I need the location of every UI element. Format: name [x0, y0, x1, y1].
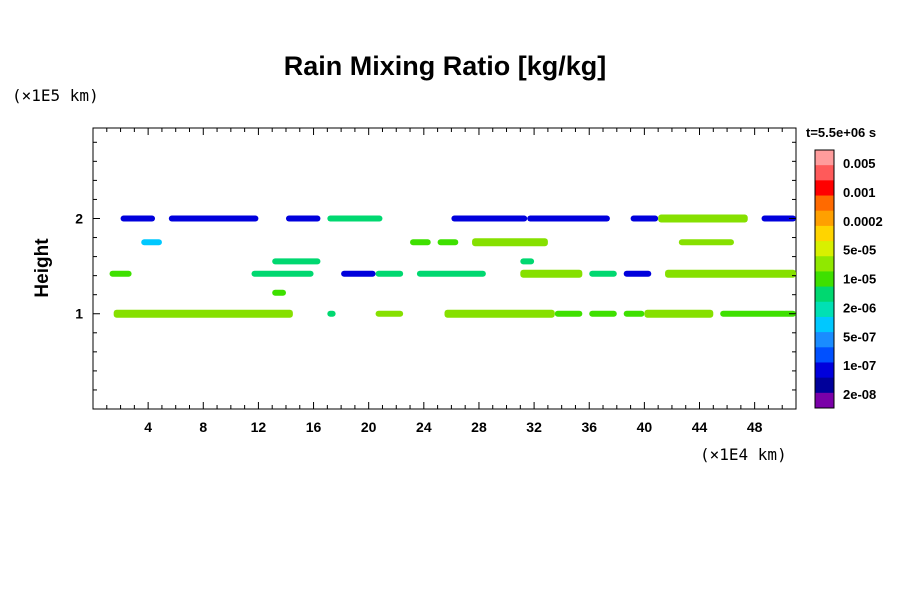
- data-band: [272, 289, 286, 296]
- x-tick-label: 24: [416, 419, 432, 435]
- data-band: [437, 239, 459, 246]
- colorbar-swatch: [815, 271, 834, 288]
- x-axis: 4 8 12 16 20 24 28 32 36 40 44 48: [106, 128, 783, 435]
- colorbar-swatch: [815, 241, 834, 257]
- data-band: [527, 215, 610, 222]
- data-band: [375, 310, 404, 317]
- x-tick-label: 12: [251, 419, 267, 435]
- data-band: [168, 215, 259, 222]
- x-tick-label: 48: [747, 419, 763, 435]
- data-band: [589, 310, 617, 317]
- colorbar-swatch: [815, 332, 834, 348]
- chart-title: Rain Mixing Ratio [kg/kg]: [284, 51, 607, 81]
- data-band: [665, 269, 796, 278]
- plot-frame: [92, 127, 797, 410]
- colorbar-label: 0.001: [843, 185, 876, 200]
- colorbar-swatch: [815, 316, 834, 333]
- x-tick-label: 20: [361, 419, 377, 435]
- colorbar-swatch: [815, 195, 834, 212]
- data-band: [678, 239, 734, 246]
- colorbar-swatch: [815, 377, 834, 394]
- data-band: [327, 310, 336, 317]
- x-tick-label: 32: [526, 419, 542, 435]
- colorbar-swatch: [815, 301, 834, 318]
- colorbar-swatch: [815, 225, 834, 242]
- colorbar-swatch: [815, 392, 834, 409]
- data-band: [520, 258, 535, 265]
- data-band: [589, 270, 617, 277]
- data-band: [109, 270, 132, 277]
- colorbar-swatch: [815, 150, 834, 166]
- colorbar-label: 2e-06: [843, 300, 876, 315]
- data-band: [644, 309, 714, 318]
- data-band: [375, 270, 404, 277]
- colorbar-swatch: [815, 210, 834, 227]
- data-band: [630, 215, 659, 222]
- data-band: [472, 238, 548, 247]
- colorbar-swatch: [815, 362, 834, 379]
- colorbar-label: 1e-07: [843, 358, 876, 373]
- data-band: [444, 309, 555, 318]
- data-band: [623, 270, 652, 277]
- colorbar-swatch: [815, 256, 834, 272]
- colorbar: 0.005 0.001 0.0002 5e-05 1e-05 2e-06 5e-07 1e-0…: [814, 149, 883, 409]
- data-band: [341, 270, 376, 277]
- y-tick-label: 2: [75, 210, 83, 226]
- y-axis: 12: [75, 141, 796, 391]
- colorbar-frame: [814, 149, 835, 409]
- x-tick-label: 16: [306, 419, 322, 435]
- x-tick-label: 36: [581, 419, 597, 435]
- data-band: [251, 270, 314, 277]
- colorbar-label: 0.005: [843, 156, 876, 171]
- time-label: t=5.5e+06 s: [806, 125, 876, 140]
- data-band: [451, 215, 528, 222]
- data-band: [327, 215, 383, 222]
- data-band: [272, 258, 321, 265]
- data-band: [720, 310, 796, 317]
- x-tick-label: 40: [637, 419, 653, 435]
- y-axis-label: Height: [32, 238, 53, 298]
- plot-area: 4 8 12 16 20 24 28 32 36 40 44 48 12: [75, 127, 797, 435]
- data-band: [658, 214, 748, 223]
- colorbar-label: 5e-07: [843, 329, 876, 344]
- data-band: [554, 310, 583, 317]
- data-band: [285, 215, 321, 222]
- colorbar-label: 5e-05: [843, 243, 876, 258]
- colorbar-swatch: [815, 286, 834, 303]
- data-band: [120, 215, 156, 222]
- x-unit-label: (×1E4 km): [700, 445, 787, 464]
- data-band: [113, 309, 293, 318]
- data-band: [761, 215, 796, 222]
- data-band: [520, 269, 583, 278]
- data-band: [141, 239, 162, 246]
- data-bands: [109, 214, 796, 318]
- colorbar-label: 1e-05: [843, 272, 876, 287]
- x-tick-label: 28: [471, 419, 487, 435]
- data-band: [416, 270, 486, 277]
- colorbar-label: 0.0002: [843, 214, 883, 229]
- colorbar-swatch: [815, 347, 834, 363]
- x-tick-label: 8: [199, 419, 207, 435]
- colorbar-swatch: [815, 165, 834, 181]
- y-unit-label: (×1E5 km): [12, 86, 99, 105]
- data-band: [410, 239, 431, 246]
- colorbar-swatch: [815, 180, 834, 197]
- colorbar-label: 2e-08: [843, 387, 876, 402]
- x-tick-label: 4: [144, 419, 152, 435]
- x-tick-label: 44: [692, 419, 708, 435]
- data-band: [623, 310, 645, 317]
- y-tick-label: 1: [75, 306, 83, 322]
